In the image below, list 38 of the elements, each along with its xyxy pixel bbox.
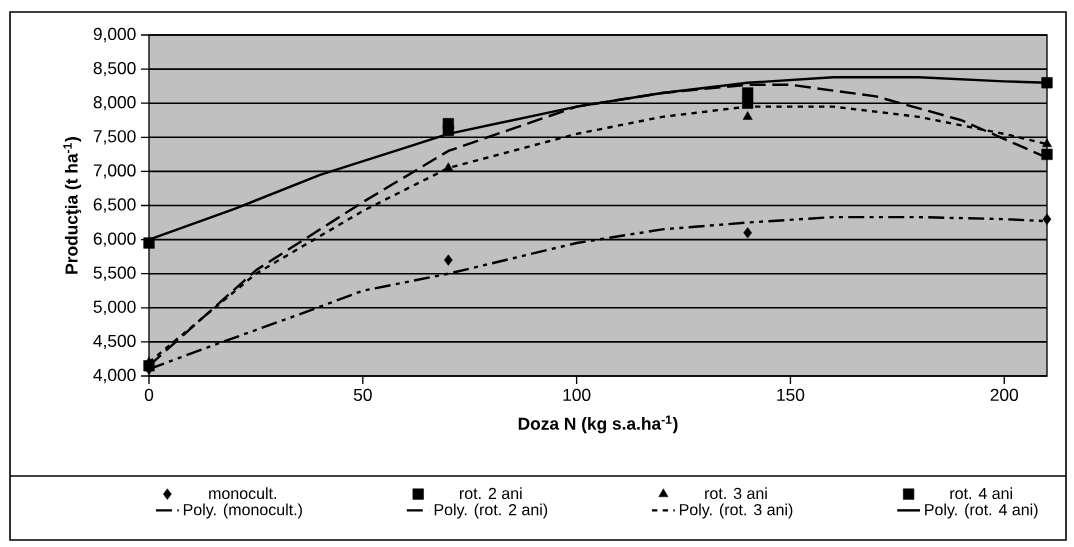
y-tick-label: 5,000 — [93, 300, 136, 315]
legend-label: Poly. (rot. 2 ani) — [434, 503, 548, 519]
y-axis-title: Producţia (t ha$^{-1}$) — [63, 137, 82, 274]
point — [1041, 148, 1053, 160]
legend-label: rot. 4 ani — [950, 487, 1012, 500]
y-tick-label: 4,500 — [93, 334, 136, 350]
x-tick-label: 50 — [353, 388, 372, 401]
point — [742, 87, 754, 99]
legend-label: Poly. (rot. 3 ani) — [679, 503, 793, 519]
x-axis-title: Doza N (kg s.a.ha$^{-1}$) — [518, 415, 678, 434]
legend-label: rot. 3 ani — [705, 487, 767, 500]
y-tick-label: 6,500 — [93, 198, 136, 213]
y-tick-label: 6,000 — [93, 232, 136, 247]
point — [443, 162, 454, 171]
point — [743, 227, 752, 239]
y-tick-label: 5,500 — [93, 266, 136, 281]
point — [1041, 77, 1053, 89]
point — [1042, 213, 1052, 225]
x-tick-label: 100 — [563, 388, 591, 401]
point — [742, 97, 754, 109]
x-tick-label: 200 — [990, 388, 1019, 401]
y-tick-label: 7,000 — [93, 164, 136, 179]
legend-label: Poly. (monocult.) — [183, 503, 302, 519]
point — [742, 111, 753, 120]
point — [442, 118, 454, 130]
point — [143, 237, 155, 249]
y-tick-label: 7,500 — [93, 130, 136, 145]
legend-label: rot. 2 ani — [459, 487, 522, 500]
y-tick-label: 8,000 — [93, 96, 136, 111]
legend-label: Poly. (rot. 4 ani) — [925, 503, 1038, 519]
point — [444, 254, 453, 266]
x-tick-label: 150 — [777, 388, 805, 401]
point — [1042, 138, 1052, 148]
y-tick-label: 8,500 — [93, 61, 136, 77]
legend-label: monocult. — [209, 487, 276, 500]
y-tick-label: 4,000 — [93, 368, 136, 384]
y-tick-label: 9,000 — [93, 27, 136, 43]
x-tick-label: 0 — [144, 388, 154, 401]
